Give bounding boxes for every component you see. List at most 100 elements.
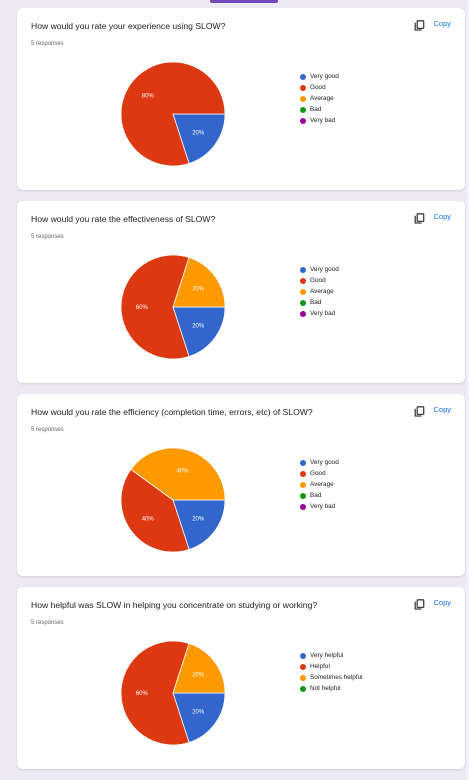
response-count: 5 responses bbox=[31, 427, 64, 433]
legend-item: Bad bbox=[300, 297, 339, 308]
question-card: How would you rate your experience using… bbox=[17, 8, 465, 190]
pie-slice bbox=[120, 468, 190, 553]
legend-item: Very good bbox=[300, 264, 339, 275]
slice-label: 60% bbox=[136, 691, 149, 697]
legend-label: Good bbox=[310, 84, 326, 91]
legend-label: Average bbox=[310, 95, 334, 102]
legend-swatch bbox=[300, 685, 306, 692]
slice-label: 80% bbox=[142, 94, 155, 100]
legend-label: Bad bbox=[310, 106, 322, 113]
legend-label: Very bad bbox=[310, 117, 336, 124]
legend-item: Average bbox=[300, 286, 339, 297]
legend-label: Bad bbox=[310, 492, 322, 499]
copy-icon bbox=[414, 597, 425, 610]
legend-item: Very bad bbox=[300, 115, 339, 126]
legend-item: Very good bbox=[300, 71, 339, 82]
pie-slice bbox=[120, 254, 190, 360]
pie-slice bbox=[120, 61, 226, 167]
pie-chart: 20% 60% 20% bbox=[117, 251, 229, 363]
legend-swatch bbox=[300, 470, 306, 477]
question-title: How would you rate the effectiveness of … bbox=[31, 214, 216, 224]
legend-swatch bbox=[300, 310, 306, 317]
slice-label: 40% bbox=[142, 516, 155, 522]
response-count: 5 responses bbox=[31, 620, 64, 626]
copy-label: Copy bbox=[433, 598, 451, 607]
legend-swatch bbox=[300, 652, 306, 659]
pie-slice bbox=[172, 643, 226, 694]
copy-icon bbox=[414, 18, 425, 31]
legend-label: Helpful bbox=[310, 663, 330, 670]
legend-item: Sometimes helpful bbox=[300, 672, 363, 683]
pie-chart: 20% 80% bbox=[117, 58, 229, 170]
response-count: 5 responses bbox=[31, 41, 64, 47]
question-title: How would you rate your experience using… bbox=[31, 21, 226, 31]
copy-chart-button[interactable]: Copy bbox=[414, 211, 451, 224]
legend-swatch bbox=[300, 663, 306, 670]
legend-item: Helpful bbox=[300, 661, 363, 672]
legend-label: Very bad bbox=[310, 310, 336, 317]
slice-label: 20% bbox=[192, 287, 205, 293]
legend-swatch bbox=[300, 117, 306, 124]
legend-item: Good bbox=[300, 275, 339, 286]
question-card: How helpful was SLOW in helping you conc… bbox=[17, 587, 465, 769]
legend-swatch bbox=[300, 492, 306, 499]
legend-swatch bbox=[300, 299, 306, 306]
pie-slice bbox=[172, 113, 226, 164]
legend-swatch bbox=[300, 266, 306, 273]
legend-swatch bbox=[300, 95, 306, 102]
chart-legend: Very good Good Average Bad Very bad bbox=[300, 264, 339, 319]
copy-chart-button[interactable]: Copy bbox=[414, 404, 451, 417]
question-title: How helpful was SLOW in helping you conc… bbox=[31, 600, 318, 610]
pie-chart: 20% 60% 20% bbox=[117, 637, 229, 749]
pie-chart: 20% 40% 40% bbox=[117, 444, 229, 556]
copy-icon bbox=[414, 404, 425, 417]
legend-item: Bad bbox=[300, 490, 339, 501]
legend-swatch bbox=[300, 73, 306, 80]
pie-slice bbox=[120, 640, 190, 746]
legend-item: Very good bbox=[300, 457, 339, 468]
question-title: How would you rate the efficiency (compl… bbox=[31, 407, 313, 417]
legend-item: Very helpful bbox=[300, 650, 363, 661]
chart-legend: Very helpful Helpful Sometimes helpful Not … bbox=[300, 650, 363, 694]
legend-label: Very good bbox=[310, 266, 339, 273]
legend-item: Average bbox=[300, 479, 339, 490]
copy-label: Copy bbox=[433, 19, 451, 28]
legend-item: Good bbox=[300, 468, 339, 479]
legend-swatch bbox=[300, 106, 306, 113]
legend-swatch bbox=[300, 459, 306, 466]
legend-label: Very good bbox=[310, 459, 339, 466]
legend-label: Very bad bbox=[310, 503, 336, 510]
copy-chart-button[interactable]: Copy bbox=[414, 597, 451, 610]
question-card: How would you rate the efficiency (compl… bbox=[17, 394, 465, 576]
legend-label: Good bbox=[310, 470, 326, 477]
legend-label: Not helpful bbox=[310, 685, 341, 692]
pie-slice bbox=[172, 692, 226, 743]
copy-icon bbox=[414, 211, 425, 224]
slice-label: 20% bbox=[192, 516, 205, 522]
question-card: How would you rate the effectiveness of … bbox=[17, 201, 465, 383]
legend-swatch bbox=[300, 277, 306, 284]
pie-slice bbox=[172, 499, 226, 550]
copy-label: Copy bbox=[433, 212, 451, 221]
legend-swatch bbox=[300, 84, 306, 91]
copy-label: Copy bbox=[433, 405, 451, 414]
legend-label: Good bbox=[310, 277, 326, 284]
slice-label: 40% bbox=[177, 468, 190, 474]
pie-slice bbox=[172, 257, 226, 308]
pie-slice bbox=[172, 306, 226, 357]
slice-label: 60% bbox=[136, 305, 149, 311]
legend-item: Very bad bbox=[300, 308, 339, 319]
legend-item: Very bad bbox=[300, 501, 339, 512]
legend-item: Good bbox=[300, 82, 339, 93]
pie-slice bbox=[130, 447, 226, 501]
slice-label: 20% bbox=[192, 130, 205, 136]
legend-item: Average bbox=[300, 93, 339, 104]
top-accent-bar bbox=[210, 0, 278, 3]
legend-label: Bad bbox=[310, 299, 322, 306]
chart-legend: Very good Good Average Bad Very bad bbox=[300, 71, 339, 126]
slice-label: 20% bbox=[192, 709, 205, 715]
copy-chart-button[interactable]: Copy bbox=[414, 18, 451, 31]
response-count: 5 responses bbox=[31, 234, 64, 240]
legend-label: Average bbox=[310, 481, 334, 488]
slice-label: 20% bbox=[192, 323, 205, 329]
